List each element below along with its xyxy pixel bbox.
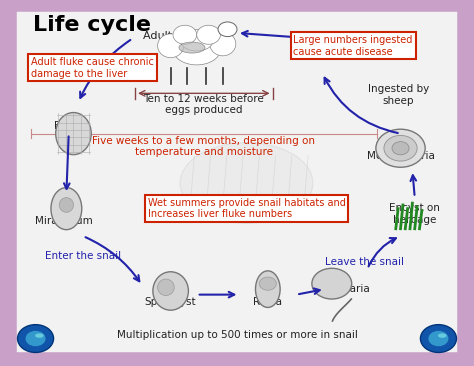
Text: Five weeks to a few months, depending on
temperature and moisture: Five weeks to a few months, depending on… <box>92 135 315 157</box>
Ellipse shape <box>51 187 82 230</box>
Circle shape <box>384 135 417 161</box>
Text: Wet summers provide snail habitats and
Increases liver fluke numbers: Wet summers provide snail habitats and I… <box>147 198 346 220</box>
Circle shape <box>428 330 449 347</box>
Circle shape <box>25 330 46 347</box>
Ellipse shape <box>438 333 447 338</box>
Ellipse shape <box>218 22 237 37</box>
Text: Adult fluke in
sheep: Adult fluke in sheep <box>143 31 217 53</box>
Ellipse shape <box>173 34 220 65</box>
Ellipse shape <box>157 34 183 57</box>
Ellipse shape <box>55 113 91 154</box>
Ellipse shape <box>153 272 188 310</box>
Circle shape <box>312 268 352 299</box>
Text: Sporocyst: Sporocyst <box>145 297 196 307</box>
Circle shape <box>392 142 409 155</box>
Text: Enter the snail: Enter the snail <box>45 251 121 261</box>
Text: Encyst on
herbage: Encyst on herbage <box>389 203 440 225</box>
Text: Leave the snail: Leave the snail <box>326 257 404 267</box>
FancyBboxPatch shape <box>14 9 460 355</box>
Text: Multiplication up to 500 times or more in snail: Multiplication up to 500 times or more i… <box>117 330 357 340</box>
Text: Miracidium: Miracidium <box>35 216 93 227</box>
Text: Metacercaria: Metacercaria <box>366 150 435 161</box>
Circle shape <box>420 325 456 352</box>
Text: Life cycle: Life cycle <box>33 15 151 35</box>
Ellipse shape <box>180 143 313 223</box>
Text: Adult fluke cause chronic
damage to the liver: Adult fluke cause chronic damage to the … <box>31 57 154 79</box>
Ellipse shape <box>157 279 174 296</box>
Ellipse shape <box>179 42 205 53</box>
Text: Ingested by
sheep: Ingested by sheep <box>367 84 429 106</box>
Text: Large numbers ingested
cause acute disease: Large numbers ingested cause acute disea… <box>293 35 413 57</box>
Circle shape <box>259 277 276 290</box>
Ellipse shape <box>180 30 213 51</box>
Text: Ten to 12 weeks before
eggs produced: Ten to 12 weeks before eggs produced <box>144 93 264 115</box>
Ellipse shape <box>59 198 73 212</box>
Ellipse shape <box>173 25 197 44</box>
Ellipse shape <box>210 32 236 56</box>
Ellipse shape <box>255 271 280 307</box>
Text: Cercaria: Cercaria <box>327 284 370 294</box>
Text: Egg: Egg <box>54 121 74 131</box>
Text: Redia: Redia <box>253 297 283 307</box>
Ellipse shape <box>197 25 220 44</box>
Ellipse shape <box>35 333 44 338</box>
Circle shape <box>376 129 425 167</box>
Circle shape <box>18 325 54 352</box>
